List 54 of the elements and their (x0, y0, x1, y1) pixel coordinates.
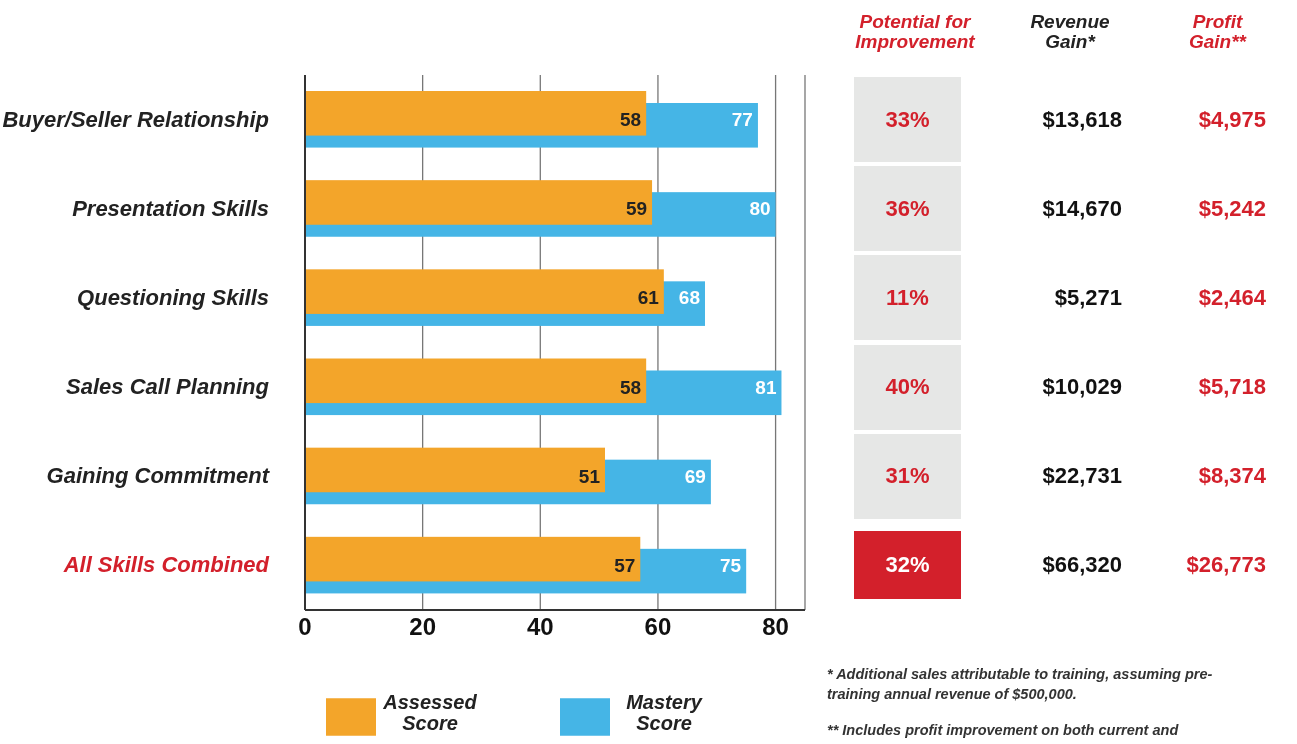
x-tick-label: 60 (644, 613, 672, 641)
text: 32% (854, 531, 961, 600)
text: Profit Gain** (1188, 11, 1248, 52)
text: ** Includes profit improvement on both current and (827, 721, 1180, 740)
data-label: 59 (625, 198, 648, 220)
data-label: 58 (620, 376, 642, 398)
text: 40% (854, 344, 961, 430)
data-label: 81 (755, 376, 777, 398)
x-tick-label: 20 (409, 613, 436, 641)
text: $66,320 (1041, 551, 1122, 580)
text: $26,773 (1185, 551, 1266, 580)
data-label: 77 (731, 109, 753, 131)
bar (305, 358, 647, 404)
bar (305, 536, 641, 582)
data-label: 57 (614, 554, 636, 576)
bar (305, 91, 647, 136)
legend-label: Assessed Score (382, 691, 478, 734)
text: $8,374 (1197, 462, 1266, 491)
data-label: 80 (749, 198, 771, 220)
text: $5,242 (1197, 194, 1266, 223)
x-tick-label: 80 (762, 613, 789, 641)
text: $22,731 (1041, 462, 1122, 491)
x-tick-label: 40 (526, 613, 554, 641)
data-label: 61 (637, 287, 660, 309)
text: $5,718 (1197, 373, 1266, 402)
text: 31% (854, 433, 961, 519)
data-label: 51 (578, 465, 601, 487)
y-tick-label: Sales Call Planning (66, 374, 270, 400)
data-label: 68 (678, 287, 700, 309)
text: $13,618 (1041, 105, 1122, 134)
legend-label: Mastery Score (625, 691, 704, 734)
text: $2,464 (1197, 283, 1266, 312)
text: $14,670 (1041, 194, 1122, 223)
data-label: 75 (720, 554, 742, 576)
text: Potential for Improvement (854, 11, 976, 52)
bar (305, 180, 653, 225)
y-tick-label: Gaining Commitment (46, 463, 271, 489)
text: * Additional sales attributable to training, assuming pre-training annual revenue of $500,000. (827, 665, 1214, 704)
bar (305, 269, 664, 314)
text: 33% (854, 77, 961, 163)
text: Revenue Gain* (1029, 11, 1111, 52)
y-tick-label: All Skills Combined (62, 552, 270, 578)
bar (305, 447, 605, 493)
x-tick-label: 0 (298, 613, 312, 641)
y-tick-label: Questioning Skills (77, 284, 269, 310)
data-label: 69 (684, 465, 706, 487)
text: $5,271 (1053, 283, 1122, 312)
y-tick-label: Buyer/Seller Relationship (2, 106, 269, 132)
text: $4,975 (1197, 105, 1266, 134)
text: 36% (854, 166, 961, 252)
data-label: 58 (620, 109, 642, 131)
text: $10,029 (1041, 373, 1122, 402)
y-tick-label: Presentation Skills (72, 195, 269, 221)
text: 11% (854, 255, 961, 341)
